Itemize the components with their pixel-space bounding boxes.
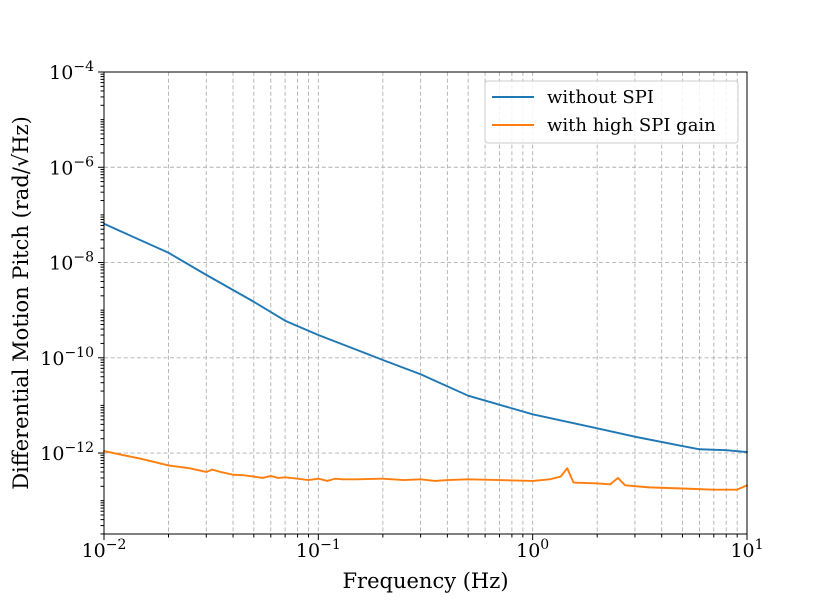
x-tick-label: 100 bbox=[516, 537, 549, 562]
x-axis-label: Frequency (Hz) bbox=[342, 569, 508, 593]
legend-box bbox=[484, 80, 739, 144]
x-tick-label-base: 10 bbox=[82, 540, 106, 562]
ticks bbox=[98, 71, 748, 540]
x-tick-label-exponent: −2 bbox=[106, 537, 127, 553]
y-tick-label: 10−6 bbox=[49, 154, 94, 179]
x-tick-label: 101 bbox=[730, 537, 763, 562]
y-tick-label-exponent: −4 bbox=[73, 59, 94, 75]
x-tick-label: 10−2 bbox=[82, 537, 127, 562]
legend: without SPI with high SPI gain bbox=[484, 80, 739, 144]
x-tick-label-exponent: 1 bbox=[755, 537, 764, 553]
y-tick-label-base: 10 bbox=[40, 348, 64, 370]
legend-label-with-high-spi-gain: with high SPI gain bbox=[547, 115, 716, 136]
x-tick-label-exponent: 0 bbox=[540, 537, 549, 553]
series-layer bbox=[103, 222, 748, 491]
series-line-without-spi bbox=[103, 222, 748, 453]
legend-label-without-spi: without SPI bbox=[547, 87, 654, 108]
y-tick-label: 10−12 bbox=[40, 440, 94, 465]
y-tick-label-exponent: −10 bbox=[64, 345, 94, 361]
y-tick-label-base: 10 bbox=[40, 443, 64, 465]
x-tick-label-base: 10 bbox=[296, 540, 320, 562]
y-tick-label-base: 10 bbox=[49, 62, 73, 84]
y-axis-label: Differential Motion Pitch (rad/√Hz) bbox=[9, 116, 33, 490]
y-tick-label-base: 10 bbox=[49, 253, 73, 275]
y-tick-label-exponent: −6 bbox=[73, 154, 94, 170]
series-line-with-high-spi-gain bbox=[103, 450, 748, 491]
y-tick-label-base: 10 bbox=[49, 157, 73, 179]
y-tick-label: 10−10 bbox=[40, 345, 94, 370]
x-tick-label-base: 10 bbox=[730, 540, 754, 562]
y-tick-label-exponent: −12 bbox=[64, 440, 94, 456]
x-tick-label: 10−1 bbox=[296, 537, 341, 562]
y-tick-label: 10−4 bbox=[49, 59, 94, 84]
x-tick-label-base: 10 bbox=[516, 540, 540, 562]
plot-frame bbox=[103, 71, 748, 535]
y-tick-label: 10−8 bbox=[49, 250, 94, 275]
y-tick-label-exponent: −8 bbox=[73, 250, 94, 266]
x-tick-label-exponent: −1 bbox=[320, 537, 341, 553]
